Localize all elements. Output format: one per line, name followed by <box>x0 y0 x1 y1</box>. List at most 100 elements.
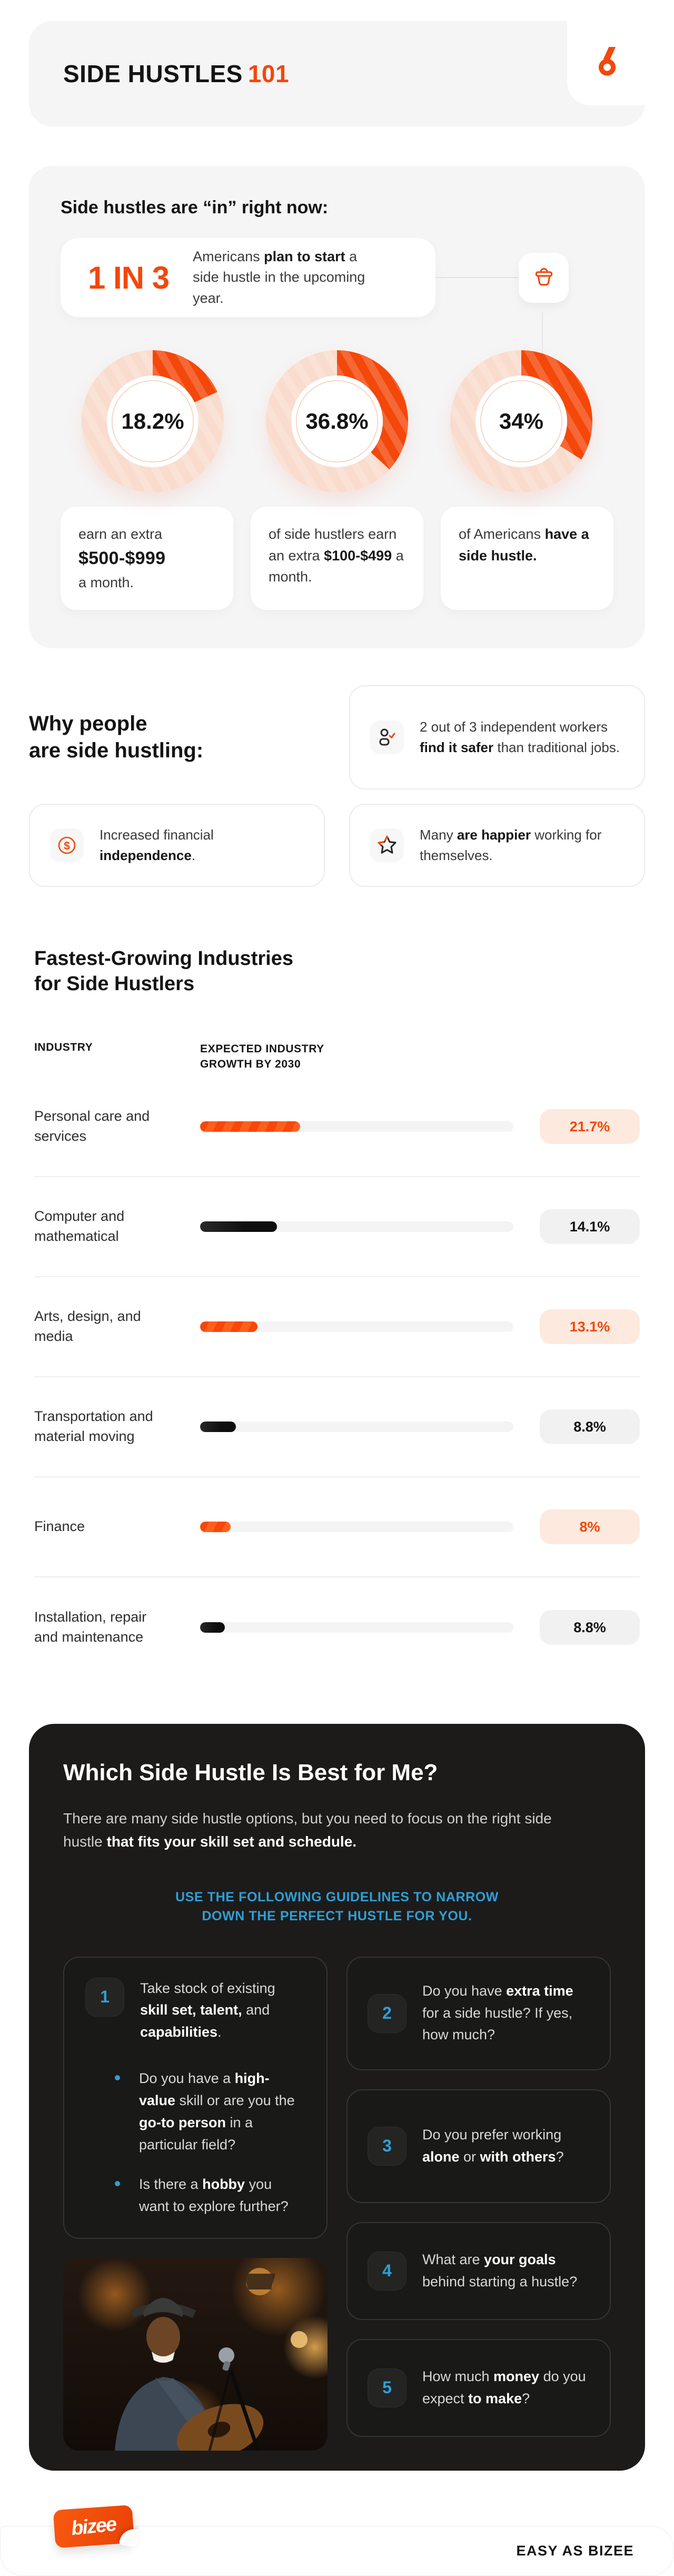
value-badge: 14.1% <box>540 1209 640 1245</box>
trend-stat-row: 1 IN 3 Americans plan to start a side hu… <box>61 238 613 317</box>
why-card-text: 2 out of 3 independent workers find it s… <box>420 717 624 758</box>
bullet-bold1: high-value <box>139 2070 270 2108</box>
caption-pre: of side hustlers earn an extra <box>269 526 397 564</box>
why-text-pre: Many <box>420 827 457 843</box>
industries-title: Fastest-Growing Industries for Side Hust… <box>34 946 640 997</box>
bullet-bold2: go-to person <box>139 2114 226 2130</box>
trend-section: Side hustles are “in” right now: 1 IN 3 … <box>29 166 645 648</box>
quiz-card-grid: 1 Take stock of existing skill set, tale… <box>63 1956 611 2451</box>
page-title: SIDE HUSTLES 101 <box>63 60 289 88</box>
donut-captions: earn an extra $500-$999 a month. of side… <box>61 507 613 610</box>
industries-title-line2: for Side Hustlers <box>34 973 195 995</box>
bar-fill <box>200 1121 301 1132</box>
bar-fill <box>200 1321 257 1333</box>
value-badge: 8.8% <box>540 1409 640 1445</box>
qtext-bold1: alone <box>422 2148 460 2165</box>
caption-post: a month. <box>269 547 404 585</box>
stat-value: 1 IN 3 <box>88 260 170 295</box>
qtext-mid: behind starting a hustle? <box>422 2273 578 2289</box>
donut-caption-3: of Americans have a side hustle. <box>441 507 613 610</box>
qtext-pre: Do you prefer working <box>422 2126 562 2143</box>
dollar-circle-icon: $ <box>50 828 84 862</box>
qtext-bold2: capabilities <box>140 2024 218 2040</box>
stat-text-pre: Americans <box>193 249 264 265</box>
qtext-bold1: your goals <box>484 2251 556 2267</box>
quiz-card-5: 5 How much money do you expect to make? <box>346 2338 611 2437</box>
bullet-pre: Do you have a <box>139 2070 235 2087</box>
stat-text-post: a side hustle in the upcoming year. <box>193 249 365 306</box>
stat-text-bold: plan to start <box>264 249 345 265</box>
bizee-mark-icon <box>594 46 619 80</box>
value-badge: 21.7% <box>540 1109 640 1144</box>
svg-text:$: $ <box>64 840 70 852</box>
donut-chart-1: 18.2% <box>82 350 224 492</box>
bar-track <box>200 1221 513 1232</box>
connector-horizontal <box>435 277 519 278</box>
caption-pre: of Americans <box>459 526 545 542</box>
header: SIDE HUSTLES 101 <box>29 20 646 126</box>
quiz-card-3: 3 Do you prefer working alone or with ot… <box>346 2089 611 2203</box>
caption-bold: $100-$499 <box>324 547 392 564</box>
industries-title-line1: Fastest-Growing Industries <box>34 948 293 970</box>
bar-fill <box>200 1522 231 1533</box>
industries-section: Fastest-Growing Industries for Side Hust… <box>29 946 645 1677</box>
why-card-text: Many are happier working for themselves. <box>420 825 624 866</box>
table-header: INDUSTRY EXPECTED INDUSTRY GROWTH BY 203… <box>34 1041 640 1072</box>
industry-label: Personal care and services <box>34 1108 150 1144</box>
quiz-column-right: 2 Do you have extra time for a side hust… <box>346 1956 611 2437</box>
star-icon <box>370 828 404 862</box>
why-card-happier: Many are happier working for themselves. <box>349 804 645 887</box>
quiz-card-2: 2 Do you have extra time for a side hust… <box>346 1956 611 2070</box>
table-row: Finance 8% <box>34 1477 640 1578</box>
why-text-post: than traditional jobs. <box>493 739 620 755</box>
why-text-bold: are happier <box>457 827 531 843</box>
caption-bold: $500-$999 <box>78 548 166 568</box>
step-number-badge: 2 <box>368 1993 407 2033</box>
why-heading-line2: are side hustling: <box>29 739 204 762</box>
quiz-section: Which Side Hustle Is Best for Me? There … <box>29 1724 645 2471</box>
bullet-dot-icon <box>115 2181 120 2187</box>
qtext-bold2: to make <box>468 2390 522 2406</box>
donut-value-label: 36.8% <box>305 409 369 433</box>
quiz-card-text: Do you have extra time for a side hustle… <box>422 1980 590 2047</box>
bullet-text: Is there a hobby you want to explore fur… <box>139 2174 305 2218</box>
bullet-bold1: hobby <box>202 2176 245 2193</box>
shopping-bag-icon-box <box>519 253 569 303</box>
why-text-pre: 2 out of 3 independent workers <box>420 719 608 735</box>
quiz-intro-pre: There are many side hustle options, but … <box>63 1810 552 1850</box>
qtext-bold2: with others <box>480 2148 556 2165</box>
connector-vertical <box>542 312 543 370</box>
footer: bizee EASY AS BIZEE <box>0 2505 674 2576</box>
why-card-text: Increased financial independence. <box>100 825 304 866</box>
why-text-post: working for themselves. <box>420 827 602 863</box>
column-header-growth: EXPECTED INDUSTRY GROWTH BY 2030 <box>200 1042 324 1070</box>
why-card-safer: 2 out of 3 independent workers find it s… <box>349 685 645 789</box>
table-row: Installation, repair and maintenance 8.8… <box>34 1577 640 1677</box>
caption-pre: earn an extra <box>78 526 163 542</box>
quiz-card-4: 4 What are your goals behind starting a … <box>346 2222 611 2320</box>
shopping-bag-icon <box>532 264 556 291</box>
industry-label: Computer and mathematical <box>34 1208 125 1245</box>
quiz-card-bullets: Do you have a high-value skill or are yo… <box>85 2068 305 2218</box>
industry-label: Arts, design, and media <box>34 1308 141 1345</box>
bar-track <box>200 1422 513 1433</box>
donut-caption-1: earn an extra $500-$999 a month. <box>61 507 233 610</box>
bar-track <box>200 1321 513 1333</box>
guideline-line1: USE THE FOLLOWING GUIDELINES TO NARROW <box>175 1890 499 1905</box>
quiz-title: Which Side Hustle Is Best for Me? <box>63 1760 438 1786</box>
qtext-post: ? <box>556 2148 564 2165</box>
quiz-column-left: 1 Take stock of existing skill set, tale… <box>63 1956 328 2451</box>
stat-card-1in3: 1 IN 3 Americans plan to start a side hu… <box>61 238 435 317</box>
column-header-industry: INDUSTRY <box>34 1041 93 1053</box>
bullet-text: Do you have a high-value skill or are yo… <box>139 2068 305 2156</box>
why-heading-line1: Why people <box>29 712 147 735</box>
industry-label: Finance <box>34 1518 85 1535</box>
step-number-badge: 4 <box>368 2251 407 2291</box>
qtext-pre: How much <box>422 2368 494 2384</box>
table-row: Transportation and material moving 8.8% <box>34 1377 640 1478</box>
donut-chart-2: 36.8% <box>266 350 408 492</box>
quiz-intro: There are many side hustle options, but … <box>63 1807 553 1853</box>
quiz-inner: Which Side Hustle Is Best for Me? There … <box>50 1760 624 2451</box>
quiz-card-text: Do you prefer working alone or with othe… <box>422 2124 590 2168</box>
